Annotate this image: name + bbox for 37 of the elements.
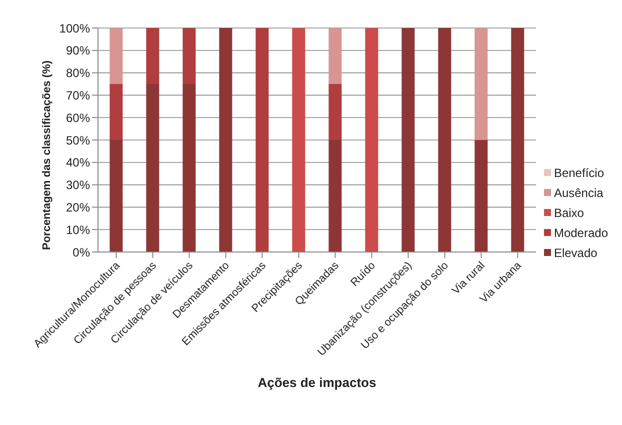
- bar: [511, 28, 524, 252]
- bar: [110, 28, 123, 84]
- bar: [328, 84, 342, 140]
- bar: [402, 28, 415, 252]
- bar: [182, 28, 196, 84]
- x-axis-title: Ações de impactos: [258, 375, 376, 390]
- bar: [328, 140, 342, 252]
- bar: [146, 84, 160, 252]
- bar: [182, 84, 196, 252]
- bar: [110, 140, 123, 252]
- y-tick-label: 60%: [66, 110, 90, 125]
- y-tick-label: 0%: [72, 245, 90, 260]
- y-tick-label: 70%: [66, 88, 90, 102]
- bar: [328, 28, 342, 84]
- y-tick-label: 90%: [66, 44, 90, 58]
- legend-label: Benefício: [554, 166, 604, 180]
- y-tick-label: 100%: [59, 21, 90, 36]
- bar: [438, 28, 452, 252]
- bar: [474, 140, 488, 252]
- legend-label: Baixo: [554, 206, 584, 220]
- bar: [256, 28, 269, 252]
- bar: [292, 28, 306, 252]
- y-tick-label: 10%: [66, 222, 90, 237]
- bar: [110, 84, 123, 140]
- y-tick-label: 50%: [66, 133, 90, 148]
- y-tick-label: 40%: [66, 156, 90, 170]
- y-tick-label: 80%: [66, 66, 90, 80]
- bar: [365, 28, 378, 252]
- legend-label: Ausência: [554, 186, 604, 200]
- bar: [219, 28, 232, 252]
- y-axis-title: Porcentagem das classificações (%): [40, 60, 53, 250]
- y-tick-label: 20%: [66, 200, 90, 214]
- legend-label: Moderado: [554, 226, 608, 240]
- bar: [146, 28, 160, 84]
- y-tick-label: 30%: [66, 178, 90, 192]
- bar: [474, 28, 488, 140]
- legend-label: Elevado: [554, 246, 598, 260]
